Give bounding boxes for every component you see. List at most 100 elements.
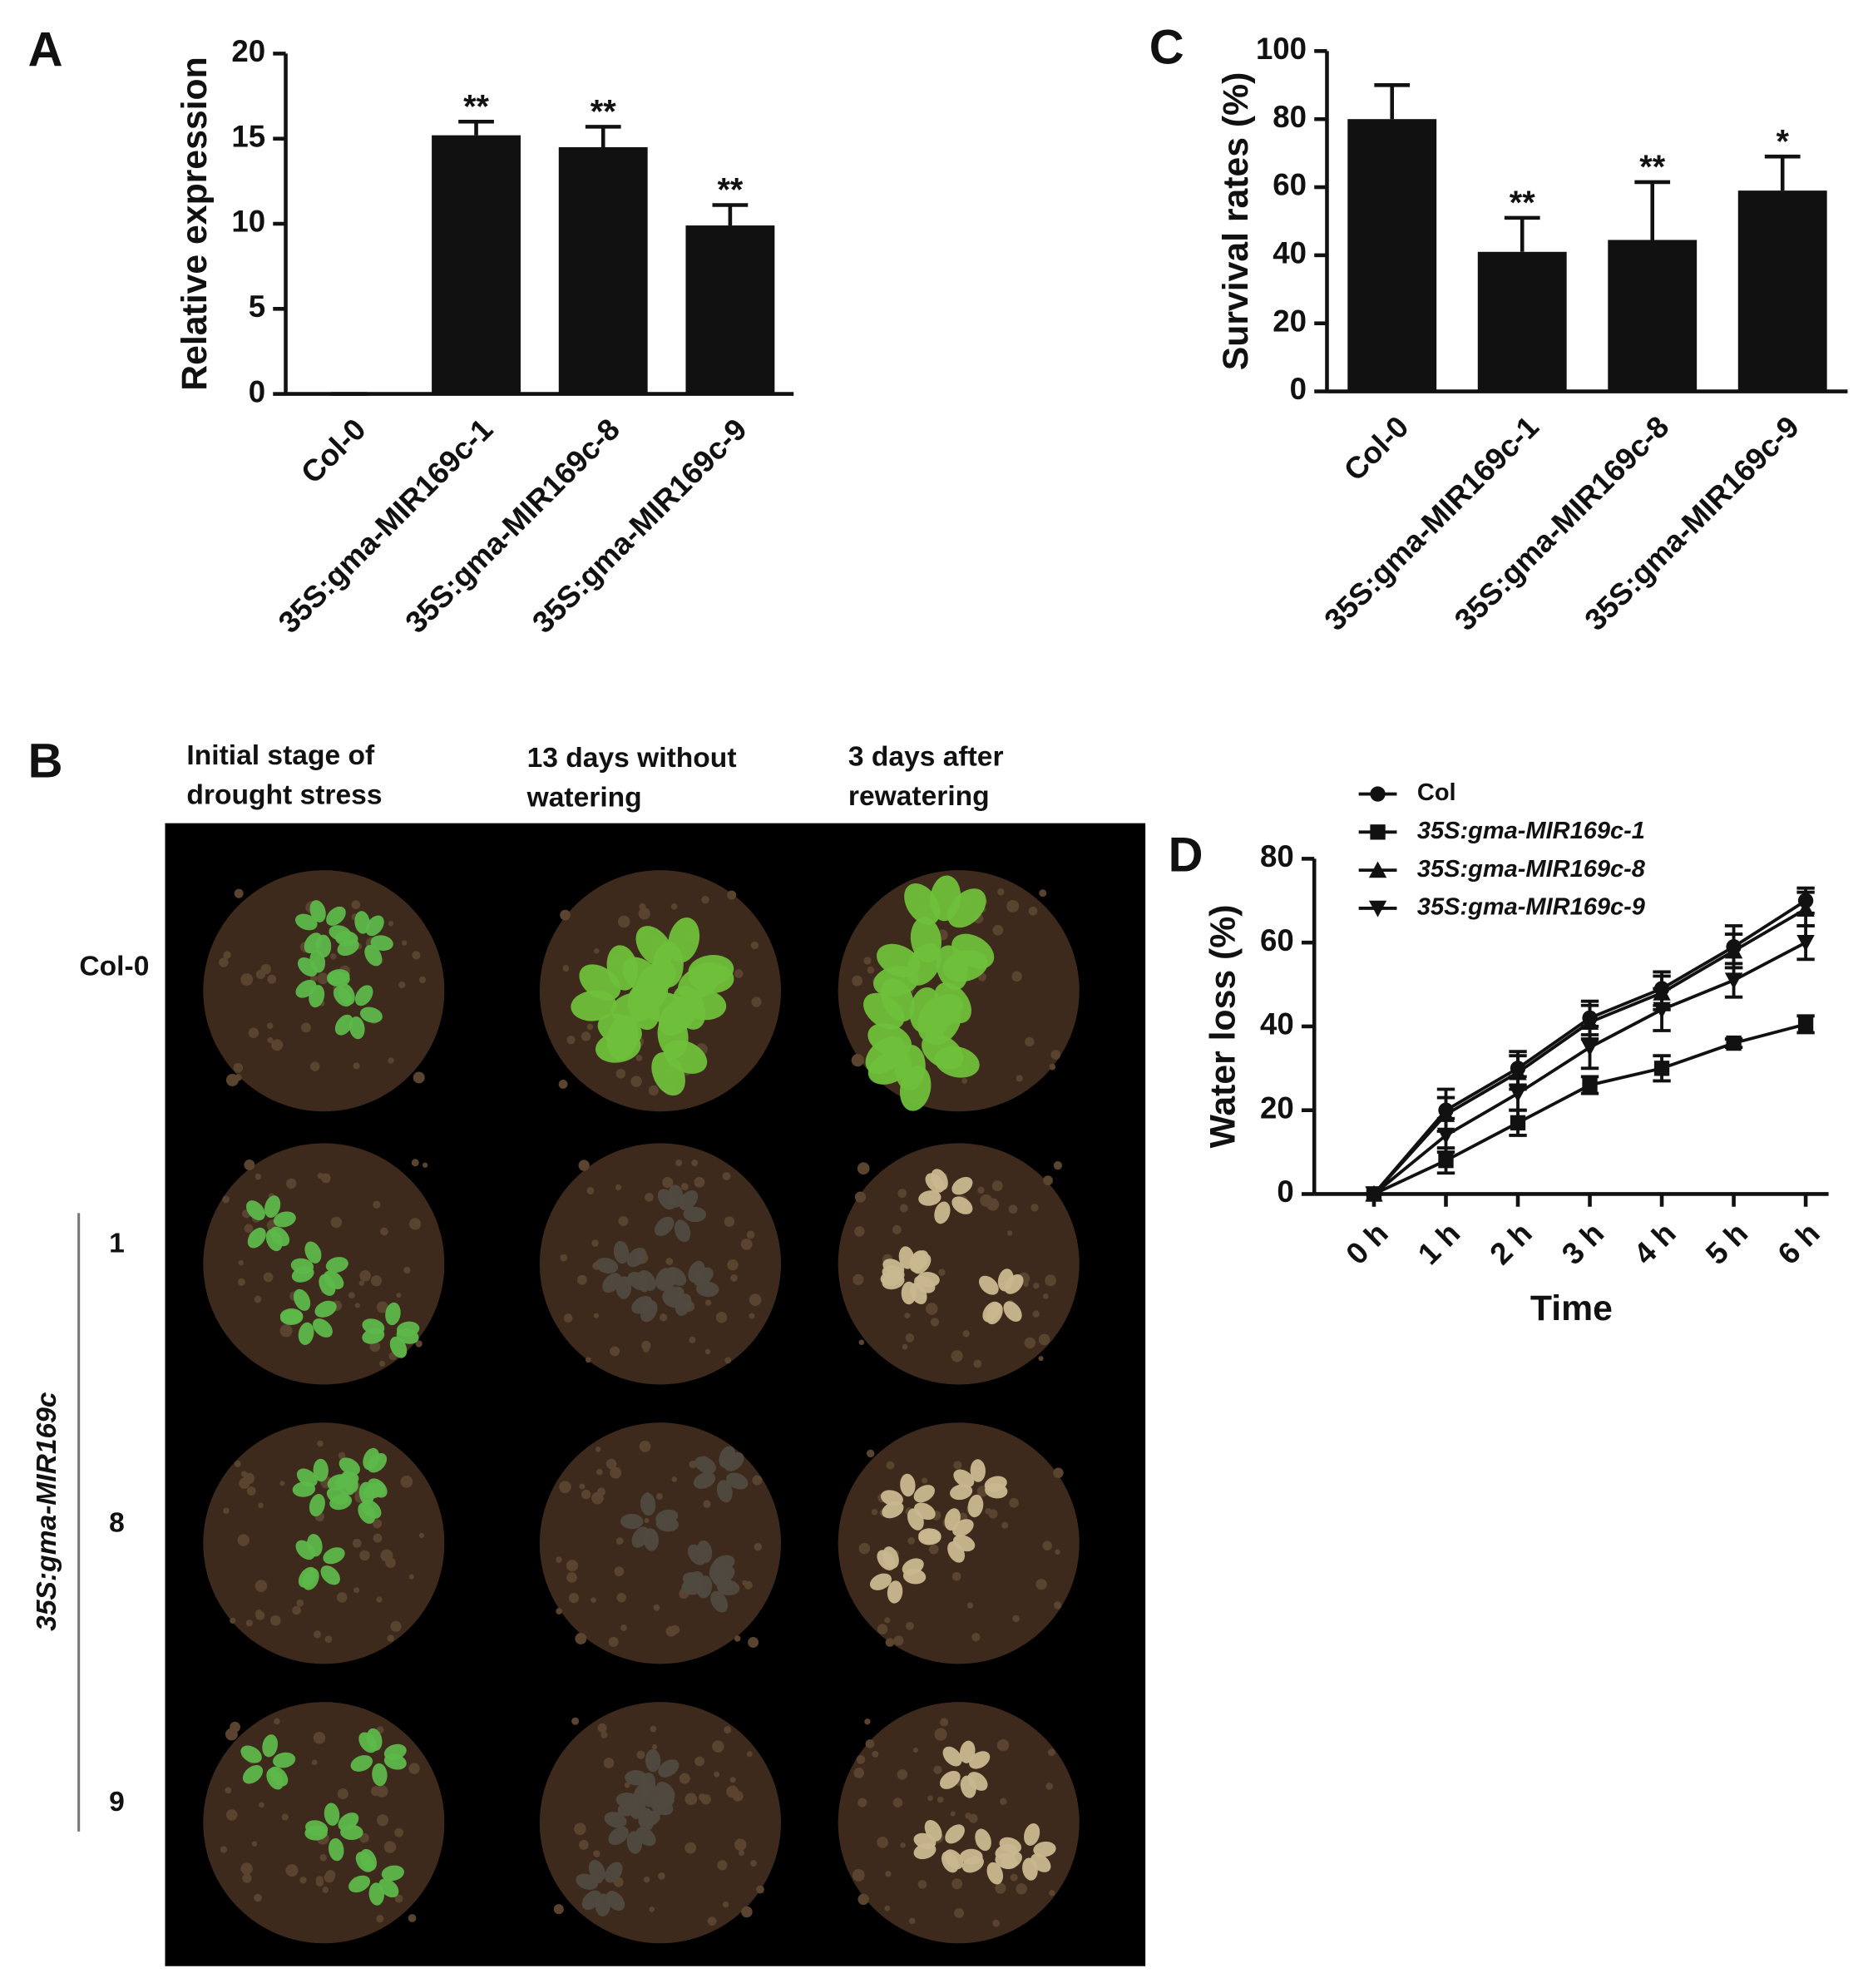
marker xyxy=(1796,900,1815,917)
significance: ** xyxy=(591,94,616,131)
bar xyxy=(1347,119,1437,392)
leaf xyxy=(325,1257,348,1273)
x-axis-label: Time xyxy=(1530,1288,1613,1328)
soil xyxy=(408,1218,422,1230)
leaf xyxy=(882,1546,899,1569)
soil xyxy=(337,1788,348,1800)
soil xyxy=(1033,1283,1040,1289)
leaf xyxy=(368,1882,384,1906)
leaf xyxy=(1033,1841,1056,1857)
soil xyxy=(986,1198,1000,1211)
leaf xyxy=(296,1468,318,1487)
soil xyxy=(292,1605,302,1615)
leaf xyxy=(625,1770,648,1786)
leaf xyxy=(266,1768,284,1790)
soil xyxy=(266,1022,274,1029)
soil xyxy=(926,1303,938,1315)
soil xyxy=(893,1635,904,1646)
soil xyxy=(1016,1075,1023,1082)
soil xyxy=(411,1159,419,1167)
soil xyxy=(1049,1063,1056,1071)
significance: ** xyxy=(1510,185,1535,221)
leaf xyxy=(986,1862,1004,1885)
soil xyxy=(574,1822,586,1836)
soil xyxy=(238,1259,244,1266)
soil xyxy=(996,1738,1010,1752)
soil xyxy=(991,1180,1003,1192)
soil xyxy=(854,1191,867,1203)
soil xyxy=(1032,1310,1040,1318)
soil xyxy=(358,1280,365,1286)
soil xyxy=(383,1841,397,1853)
soil xyxy=(886,1461,895,1470)
soil xyxy=(263,1272,274,1283)
soil xyxy=(665,1625,677,1637)
soil xyxy=(319,1854,327,1862)
soil xyxy=(727,1259,739,1271)
soil xyxy=(255,1173,262,1180)
soil xyxy=(579,1483,586,1490)
leaf xyxy=(658,996,698,1036)
soil xyxy=(408,1574,414,1580)
soil xyxy=(1042,1293,1049,1299)
leaf xyxy=(309,900,326,922)
soil xyxy=(992,924,1004,936)
soil xyxy=(296,1599,304,1607)
leaf xyxy=(947,1541,966,1563)
soil xyxy=(359,1550,370,1561)
pot xyxy=(838,1143,1080,1385)
soil xyxy=(259,1802,264,1808)
leaf xyxy=(907,1508,924,1531)
leaf xyxy=(945,1824,965,1844)
leaf xyxy=(666,1267,687,1286)
soil xyxy=(985,1507,991,1515)
soil xyxy=(615,1184,621,1191)
soil xyxy=(559,1481,571,1493)
soil xyxy=(387,1634,394,1642)
soil xyxy=(680,1183,689,1191)
leaf xyxy=(869,1573,892,1590)
leaf xyxy=(975,1828,991,1852)
soil xyxy=(556,1608,563,1615)
soil xyxy=(615,1537,624,1545)
leaf xyxy=(881,977,915,1022)
soil xyxy=(902,1343,908,1350)
leaf xyxy=(341,1471,358,1493)
soil xyxy=(934,1728,947,1741)
leaf xyxy=(882,1265,905,1282)
soil xyxy=(639,1440,651,1452)
leaf xyxy=(716,1480,733,1503)
leaf xyxy=(910,1283,927,1305)
soil xyxy=(235,1074,242,1081)
soil xyxy=(415,1340,423,1348)
soil xyxy=(260,963,271,975)
leaf xyxy=(939,1770,961,1789)
soil xyxy=(909,1917,916,1925)
leaf xyxy=(925,1003,961,1046)
soil xyxy=(857,1893,869,1906)
marker xyxy=(1509,1085,1527,1103)
soil xyxy=(750,941,759,950)
soil xyxy=(729,1777,736,1783)
soil xyxy=(234,1461,241,1467)
leaf xyxy=(635,926,673,967)
soil xyxy=(866,1449,875,1458)
leaf xyxy=(950,1484,973,1501)
leaf xyxy=(942,1746,962,1767)
significance: * xyxy=(1776,123,1789,160)
leaf xyxy=(348,1016,365,1040)
leaf xyxy=(633,1782,653,1803)
soil xyxy=(354,1303,360,1308)
leaf xyxy=(305,1820,329,1837)
leaf xyxy=(1022,1857,1038,1881)
soil xyxy=(962,1330,970,1338)
soil xyxy=(373,1200,381,1209)
leaf xyxy=(947,888,986,928)
soil xyxy=(615,1068,626,1079)
marker xyxy=(1796,935,1815,952)
leaf xyxy=(360,1848,377,1872)
soil xyxy=(562,965,570,972)
soil xyxy=(251,1841,258,1847)
soil xyxy=(591,1239,599,1247)
soil xyxy=(585,1357,591,1363)
